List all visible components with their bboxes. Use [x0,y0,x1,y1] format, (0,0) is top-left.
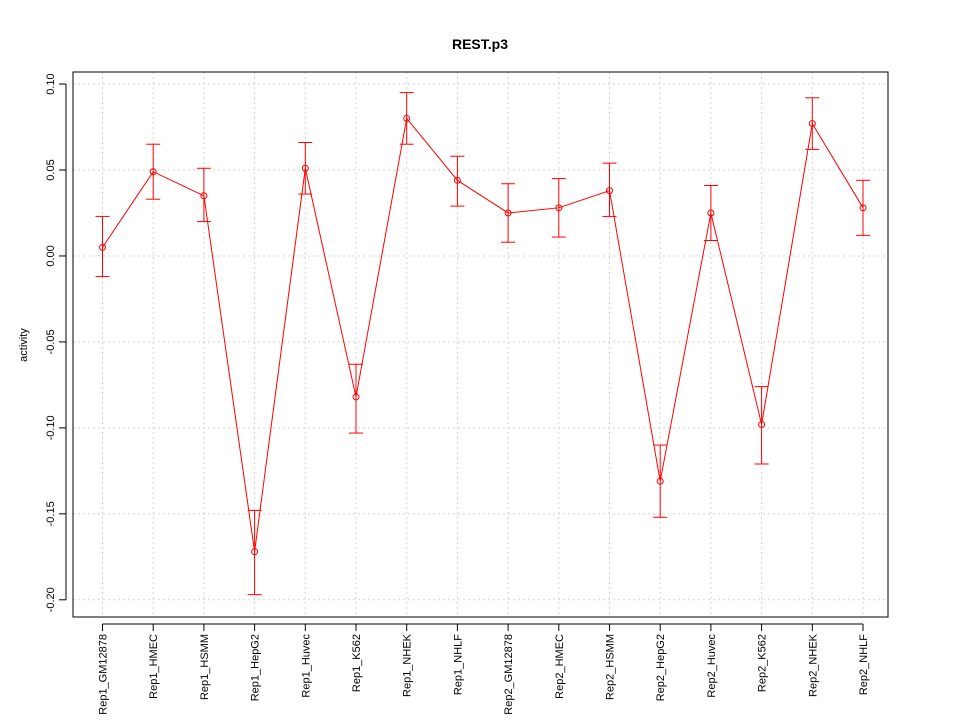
x-tick-label: Rep2_NHEK [807,633,819,697]
y-tick-label: -0.20 [45,587,57,612]
data-point [859,204,867,212]
data-point [504,209,512,217]
data-points [99,114,867,556]
chart-title: REST.p3 [452,36,508,52]
data-point [606,187,613,195]
y-tick-label: 0.00 [45,245,57,266]
data-point [301,164,309,172]
y-tick-label: -0.05 [45,329,57,354]
data-point [352,393,360,401]
x-tick-label: Rep1_HMEC [148,634,160,699]
x-tick-label: Rep1_Huvec [300,634,312,698]
data-point [808,120,816,128]
x-tick-label: Rep2_HMEC [554,634,566,699]
y-tick-label: 0.10 [45,73,57,94]
data-point [149,168,157,176]
y-tick-label: -0.15 [45,501,57,526]
y-axis: 0.10 0.05 0.00 -0.05 -0.10 -0.15 -0.20 [45,73,67,612]
grid [73,72,888,617]
error-bars [95,92,870,596]
data-point [656,477,664,485]
data-point [758,420,766,428]
data-point [707,209,715,217]
x-tick-label: Rep1_NHEK [402,633,414,697]
y-tick-label: -0.10 [45,415,57,440]
series-line [102,117,864,552]
x-tick-label: Rep1_HepG2 [250,634,262,701]
x-tick-label: Rep2_HSMM [605,634,617,700]
x-tick-label: Rep2_HepG2 [655,634,667,701]
x-tick-label: Rep2_K562 [757,634,769,692]
y-axis-label: activity [18,328,30,362]
y-tick-label: 0.05 [45,159,57,180]
x-tick-label: Rep1_GM12878 [98,634,110,715]
data-point [403,114,411,122]
x-tick-label: Rep1_K562 [351,634,363,692]
x-axis: Rep1_GM12878 Rep1_HMEC Rep1_HSMM Rep1_HepG2… [98,623,870,715]
data-point [251,548,259,556]
plot-frame [72,71,889,618]
data-point [99,243,106,251]
x-tick-label: Rep2_Huvec [706,634,718,698]
x-tick-label: Rep1_NHLF [452,634,464,695]
data-point [200,192,208,200]
x-tick-label: Rep1_HSMM [199,634,211,700]
x-tick-label: Rep2_NHLF [858,634,870,695]
data-point [555,204,563,212]
data-point [453,176,461,184]
x-tick-label: Rep2_GM12878 [503,634,515,715]
